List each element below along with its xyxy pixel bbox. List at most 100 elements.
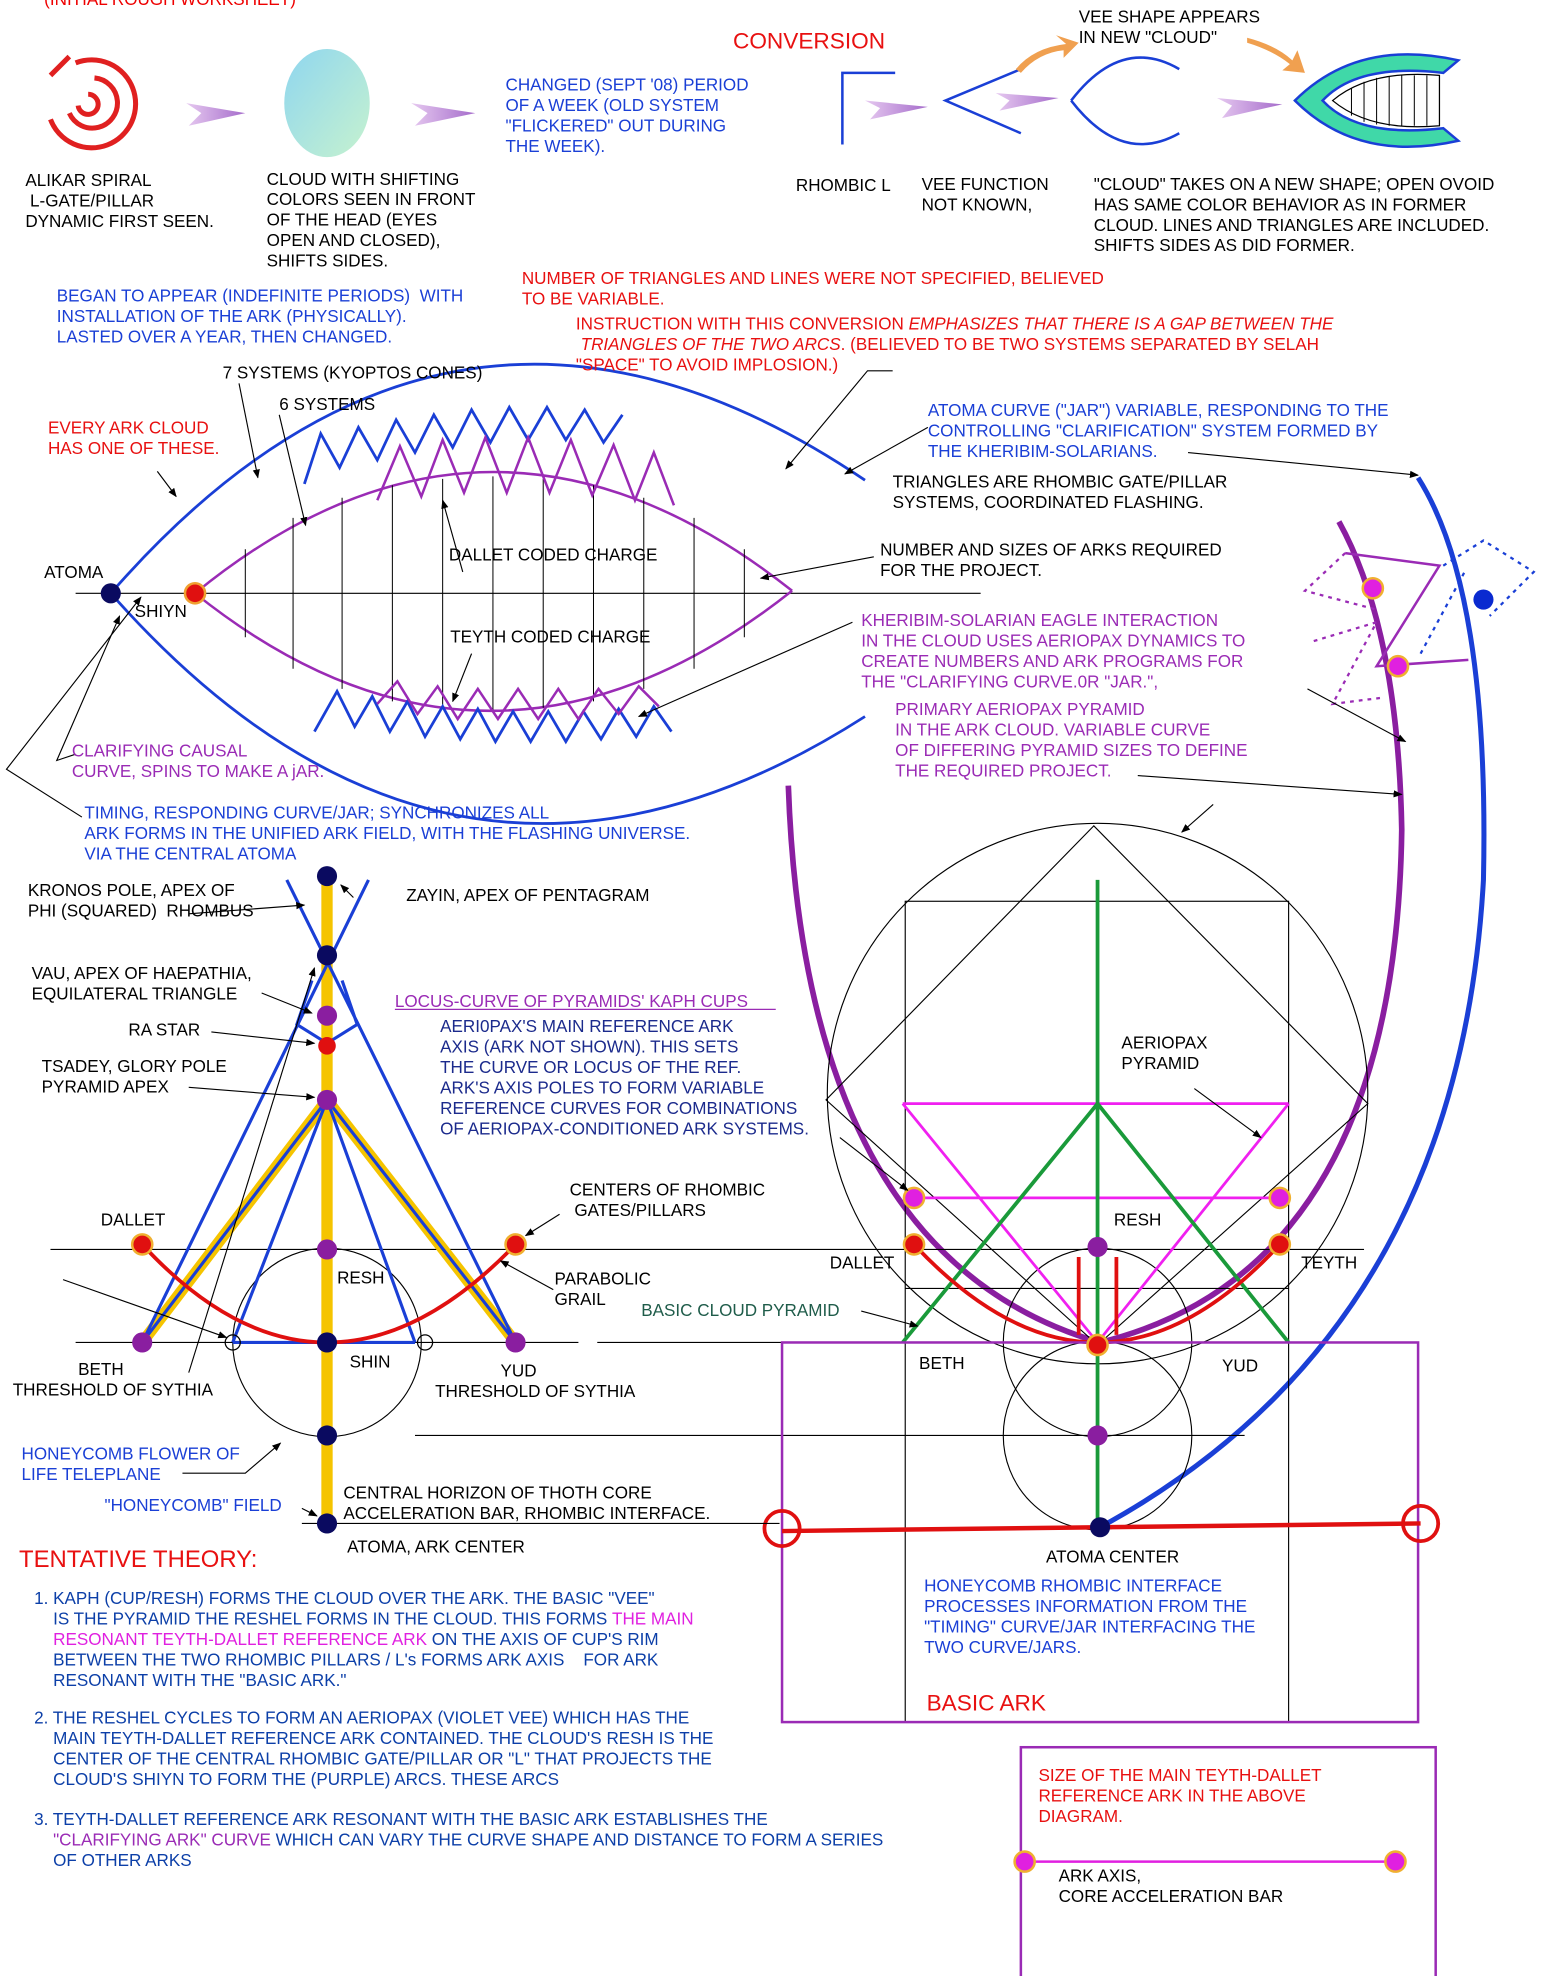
note-segment: "CLARIFYING ARK" CURVE	[34, 1830, 271, 1849]
note-segment: . (BELIEVED TO BE TWO SYSTEMS SEPARATED …	[841, 334, 1319, 353]
note-line: COLORS SEEN IN FRONT	[267, 190, 476, 209]
note-line: CENTERS OF RHOMBIC	[570, 1180, 765, 1199]
note: TIMING, RESPONDING CURVE/JAR; SYNCHRONIZ…	[84, 803, 690, 863]
note-line: "CLOUD" TAKES ON A NEW SHAPE; OPEN OVOID	[1094, 174, 1495, 193]
note: 6 SYSTEMS	[279, 394, 375, 413]
note-line: KRONOS POLE, APEX OF	[28, 881, 235, 900]
note-line: LOCUS-CURVE OF PYRAMIDS' KAPH CUPS	[395, 991, 748, 1010]
note-line: AXIS (ARK NOT SHOWN). THIS SETS	[440, 1037, 738, 1056]
note-line: ARK AXIS,	[1059, 1866, 1142, 1885]
note-line: RESH	[337, 1268, 384, 1287]
note: VEE SHAPE APPEARS IN NEW "CLOUD"	[1079, 7, 1260, 46]
note-line: CONVERSION	[733, 29, 885, 54]
note: DALLET	[830, 1253, 895, 1272]
note: RA STAR	[128, 1020, 200, 1039]
note: YUD	[1222, 1356, 1258, 1375]
note-line: CURVE, SPINS TO MAKE A jAR.	[72, 762, 324, 781]
note-line: NUMBER AND SIZES OF ARKS REQUIRED	[880, 540, 1222, 559]
note-line: MAIN TEYTH-DALLET REFERENCE ARK CONTAINE…	[34, 1728, 713, 1747]
note-line: THRESHOLD OF SYTHIA	[435, 1381, 636, 1400]
note-line: VIA THE CENTRAL ATOMA	[84, 844, 297, 863]
note: PRIMARY AERIOPAX PYRAMIDIN THE ARK CLOUD…	[895, 700, 1247, 780]
note-line: BETWEEN THE TWO RHOMBIC PILLARS / L's FO…	[34, 1650, 659, 1669]
note-line: OF DIFFERING PYRAMID SIZES TO DEFINE	[895, 741, 1247, 760]
note-line: RHOMBIC L	[796, 176, 891, 195]
note: PARABOLICGRAIL	[555, 1269, 652, 1308]
note-line: TO BE VARIABLE.	[522, 289, 665, 308]
note: ATOMA CENTER	[1046, 1547, 1179, 1566]
note-line: SIZE OF THE MAIN TEYTH-DALLET	[1038, 1766, 1322, 1785]
note-line: FOR THE PROJECT.	[880, 561, 1042, 580]
note: ATOMA, ARK CENTER	[347, 1537, 525, 1556]
note: INSTRUCTION WITH THIS CONVERSION EMPHASI…	[576, 314, 1334, 374]
note-line: ZAYIN, APEX OF PENTAGRAM	[406, 886, 649, 905]
note-line: PROCESSES INFORMATION FROM THE	[924, 1596, 1247, 1615]
note-line: NUMBER OF TRIANGLES AND LINES WERE NOT S…	[522, 269, 1104, 288]
note-line: HONEYCOMB RHOMBIC INTERFACE	[924, 1576, 1222, 1595]
note-segment: THE MAIN	[612, 1609, 694, 1628]
note-line: L-GATE/PILLAR	[25, 191, 154, 210]
note-line: IN THE CLOUD USES AERIOPAX DYNAMICS TO	[861, 631, 1245, 650]
note: 2. THE RESHEL CYCLES TO FORM AN AERIOPAX…	[34, 1708, 713, 1788]
note-line: HAS SAME COLOR BEHAVIOR AS IN FORMER	[1094, 195, 1467, 214]
note-line: EVERY ARK CLOUD	[48, 418, 209, 437]
note-line: IN THE ARK CLOUD. VARIABLE CURVE	[895, 720, 1210, 739]
note: ARK AXIS,CORE ACCELERATION BAR	[1059, 1866, 1284, 1905]
note: RESH	[1114, 1210, 1161, 1229]
note-line: PYRAMID APEX	[42, 1077, 170, 1096]
note-line: CONTROLLING "CLARIFICATION" SYSTEM FORME…	[928, 421, 1379, 440]
note-line: PARABOLIC	[555, 1269, 652, 1288]
note-segment: RESONANT TEYTH-DALLET REFERENCE ARK	[34, 1629, 427, 1648]
note: NUMBER AND SIZES OF ARKS REQUIRED FOR THE…	[880, 540, 1222, 579]
note-line: AERIOPAX	[1121, 1033, 1208, 1052]
note-line: BEGAN TO APPEAR (INDEFINITE PERIODS) WIT…	[57, 286, 463, 305]
note-line: VEE FUNCTION	[922, 174, 1049, 193]
note-line: 7 SYSTEMS (KYOPTOS CONES)	[223, 363, 483, 382]
note-line: IN NEW "CLOUD"	[1079, 28, 1217, 47]
note-line: THE WEEK).	[506, 136, 606, 155]
note-line: YUD	[1222, 1356, 1258, 1375]
note-line: LASTED OVER A YEAR, THEN CHANGED.	[57, 327, 392, 346]
note-line: THRESHOLD OF SYTHIA	[13, 1380, 214, 1399]
note-line: KHERIBIM-SOLARIAN EAGLE INTERACTION	[861, 610, 1218, 629]
note-line: PYRAMID	[1121, 1053, 1199, 1072]
note-line: ATOMA CURVE ("JAR") VARIABLE, RESPONDING…	[928, 401, 1389, 420]
note-line: CENTER OF THE CENTRAL RHOMBIC GATE/PILLA…	[34, 1749, 712, 1768]
note-line: ATOMA, ARK CENTER	[347, 1537, 525, 1556]
note-line: VEE SHAPE APPEARS	[1079, 7, 1260, 26]
note-line: BASIC ARK	[927, 1690, 1046, 1715]
note-line: ACCELERATION BAR, RHOMBIC INTERFACE.	[343, 1503, 710, 1522]
note-line: AERI0PAX'S MAIN REFERENCE ARK	[440, 1016, 734, 1035]
note: 7 SYSTEMS (KYOPTOS CONES)	[223, 363, 483, 382]
note-line: ATOMA	[44, 563, 104, 582]
note-line: BETH	[919, 1353, 965, 1372]
note-line: TENTATIVE THEORY:	[19, 1547, 257, 1574]
note: ATOMA CURVE ("JAR") VARIABLE, RESPONDING…	[928, 401, 1389, 461]
note-line: SHIFTS SIDES AS DID FORMER.	[1094, 236, 1355, 255]
note-line: SHIYN	[135, 602, 187, 621]
note-segment: ON THE AXIS OF CUP'S RIM	[427, 1629, 659, 1648]
note-line: LIFE TELEPLANE	[22, 1464, 161, 1483]
note: DALLET CODED CHARGE	[449, 545, 657, 564]
note-line: DALLET	[830, 1253, 895, 1272]
note: SHIN	[350, 1352, 391, 1371]
note: TEYTH CODED CHARGE	[450, 627, 650, 646]
note-line: EQUILATERAL TRIANGLE	[32, 984, 238, 1003]
note-line: ARK'S AXIS POLES TO FORM VARIABLE	[440, 1078, 764, 1097]
note-line: TIMING, RESPONDING CURVE/JAR; SYNCHRONIZ…	[84, 803, 549, 822]
note-line: REFERENCE ARK IN THE ABOVE	[1038, 1786, 1305, 1805]
note-line: SYSTEMS, COORDINATED FLASHING.	[893, 493, 1204, 512]
note: ZAYIN, APEX OF PENTAGRAM	[406, 886, 649, 905]
note: NUMBER OF TRIANGLES AND LINES WERE NOT S…	[522, 269, 1104, 308]
note-line: CLOUD WITH SHIFTING	[267, 169, 460, 188]
note-line: PHI (SQUARED) RHOMBUS	[28, 901, 254, 920]
note-line: "FLICKERED" OUT DURING	[506, 116, 727, 135]
note-line: INSTALLATION OF THE ARK (PHYSICALLY).	[57, 307, 407, 326]
note-line: BETH	[78, 1360, 124, 1379]
